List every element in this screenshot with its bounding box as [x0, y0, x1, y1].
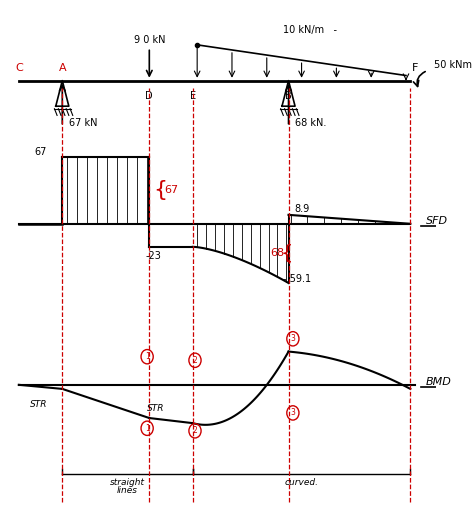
Text: 68: 68: [271, 248, 285, 259]
Text: 67: 67: [34, 146, 47, 157]
Text: STR: STR: [147, 405, 164, 413]
Text: 67 kN: 67 kN: [69, 118, 97, 128]
Text: STR: STR: [29, 400, 47, 409]
Text: E: E: [190, 91, 196, 101]
Text: 9 0 kN: 9 0 kN: [134, 35, 165, 45]
Text: F: F: [411, 63, 418, 73]
Text: 1: 1: [145, 352, 149, 361]
Text: 67: 67: [164, 185, 178, 195]
Text: A: A: [58, 63, 66, 73]
Text: 3: 3: [291, 409, 295, 417]
Text: 2: 2: [192, 356, 197, 365]
Text: D: D: [146, 91, 153, 101]
Text: 8.9: 8.9: [294, 204, 309, 214]
Text: 50 kNm: 50 kNm: [434, 60, 472, 70]
Text: -23: -23: [146, 251, 162, 261]
Text: 1: 1: [145, 424, 149, 433]
Text: 3: 3: [291, 334, 295, 343]
Text: BMD: BMD: [426, 377, 451, 387]
Text: curved.: curved.: [284, 479, 319, 487]
Text: {: {: [280, 244, 292, 263]
Text: {: {: [153, 180, 167, 200]
Text: B: B: [285, 91, 292, 101]
Text: lines: lines: [117, 486, 138, 495]
Text: - 59.1: - 59.1: [283, 274, 311, 284]
Text: straight: straight: [110, 479, 145, 487]
Text: C: C: [15, 63, 23, 73]
Text: SFD: SFD: [426, 216, 448, 226]
Text: 2: 2: [192, 426, 197, 435]
Text: 10 kN/m   -: 10 kN/m -: [283, 25, 337, 34]
Text: 68 kN.: 68 kN.: [295, 118, 327, 128]
